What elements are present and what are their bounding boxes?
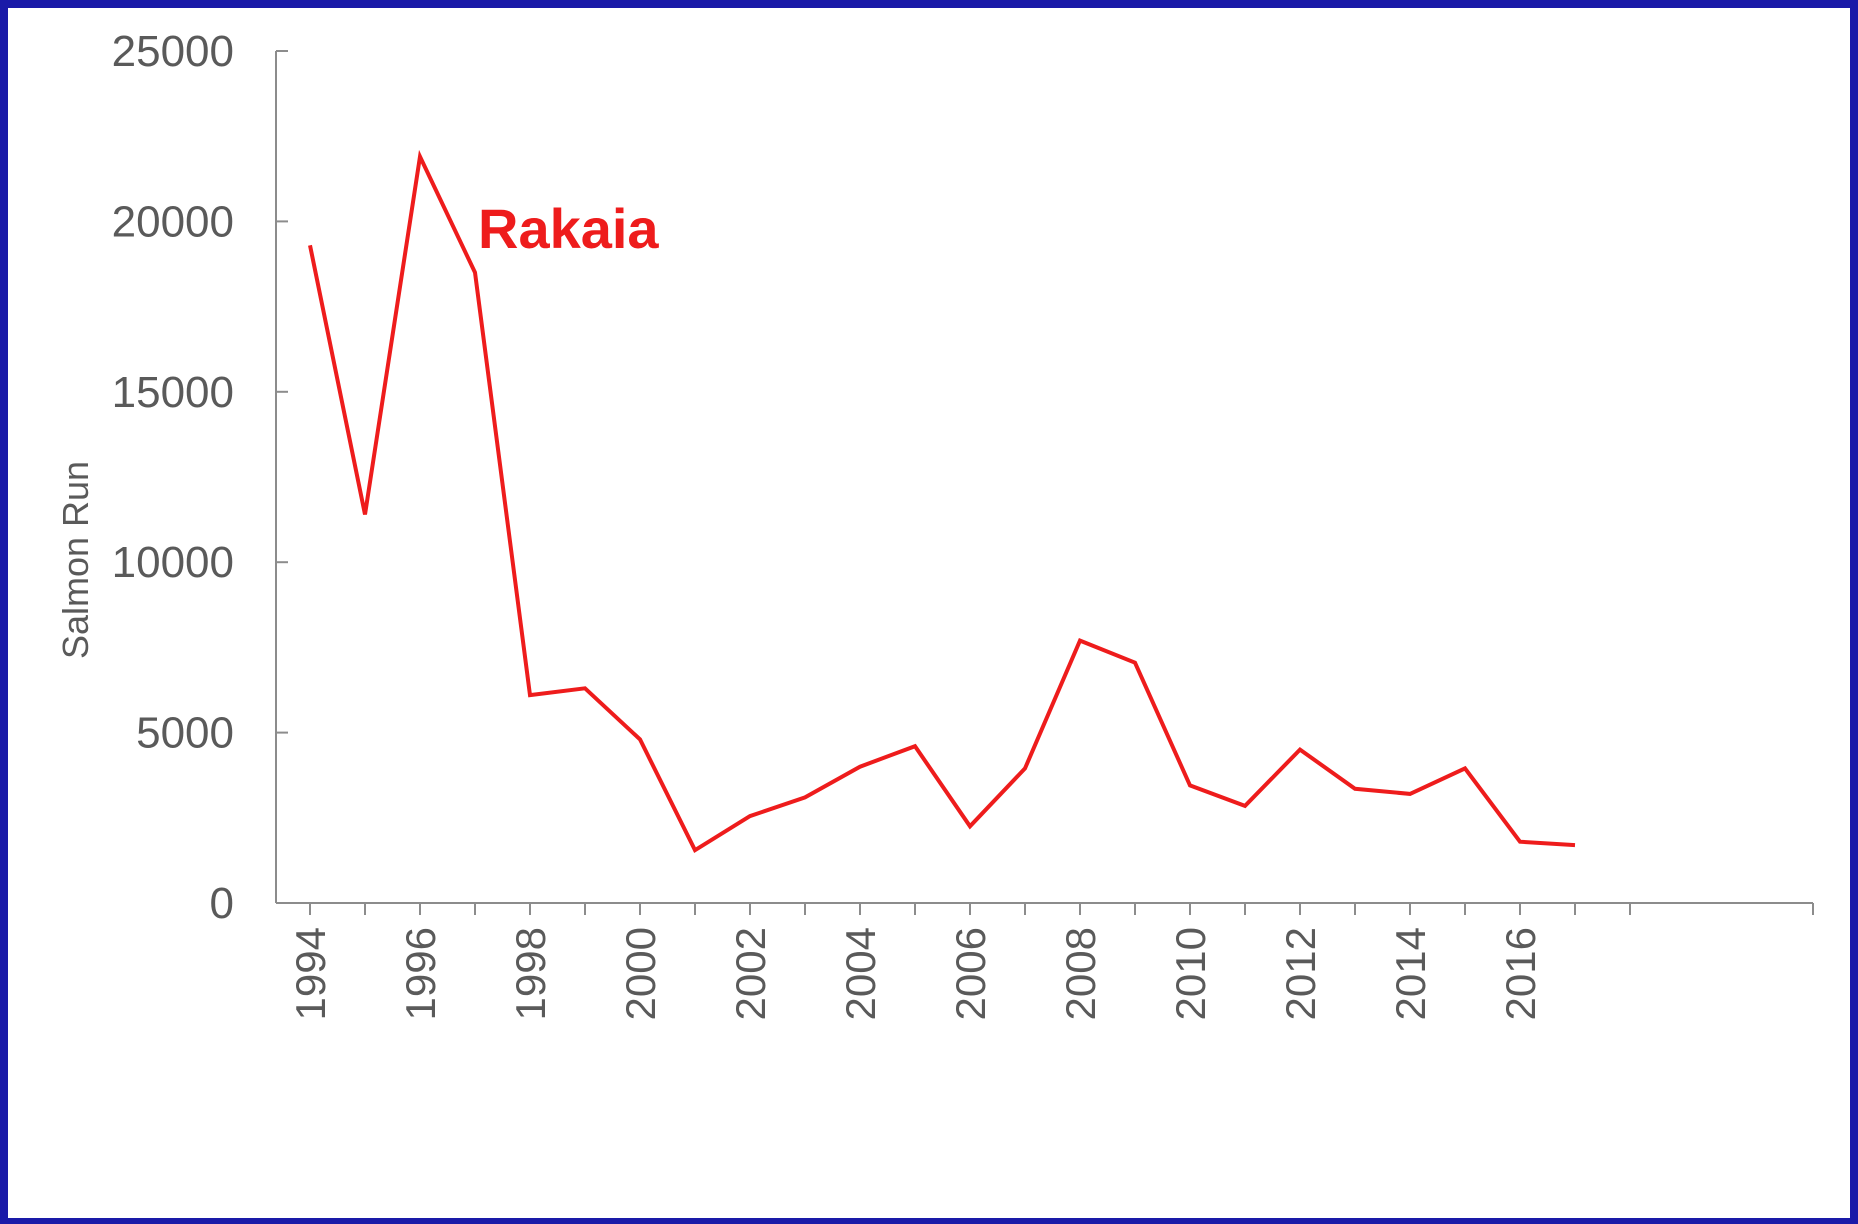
y-tick-label: 5000 — [136, 709, 234, 758]
x-tick-label: 2004 — [837, 927, 884, 1020]
x-tick-label: 1996 — [397, 927, 444, 1020]
line-chart: 0 5000 10000 15000 20000 25000 1994 1996 1998 20… — [55, 27, 1814, 1020]
x-tick-label: 2014 — [1387, 927, 1434, 1020]
x-tick-label: 2016 — [1497, 927, 1544, 1020]
y-tick-label: 10000 — [112, 538, 234, 587]
x-tick-label: 2008 — [1057, 927, 1104, 1020]
chart-frame: 0 5000 10000 15000 20000 25000 1994 1996 1998 20… — [8, 8, 1850, 1218]
y-tick-label: 25000 — [112, 27, 234, 76]
y-tick-label: 20000 — [112, 197, 234, 246]
x-tick-label: 1998 — [507, 927, 554, 1020]
axes — [275, 50, 1814, 915]
x-tick-label: 2012 — [1277, 927, 1324, 1020]
y-tick-label: 15000 — [112, 368, 234, 417]
x-tick-label: 2010 — [1167, 927, 1214, 1020]
x-tick-label: 2006 — [947, 927, 994, 1020]
x-tick-label: 1994 — [287, 927, 334, 1020]
x-tick-label: 2002 — [727, 927, 774, 1020]
series-group — [308, 149, 1576, 854]
y-tick-labels: 0 5000 10000 15000 20000 25000 — [112, 27, 234, 928]
x-tick-labels: 1994 1996 1998 2000 2002 2004 2006 2008 2010 2012… — [287, 927, 1544, 1020]
y-tick-label: 0 — [210, 879, 234, 928]
series-annotation-rakaia: Rakaia — [478, 197, 659, 260]
series-line-rakaia — [308, 149, 1576, 854]
x-tick-label: 2000 — [617, 927, 664, 1020]
y-axis-label: Salmon Run — [55, 461, 96, 659]
